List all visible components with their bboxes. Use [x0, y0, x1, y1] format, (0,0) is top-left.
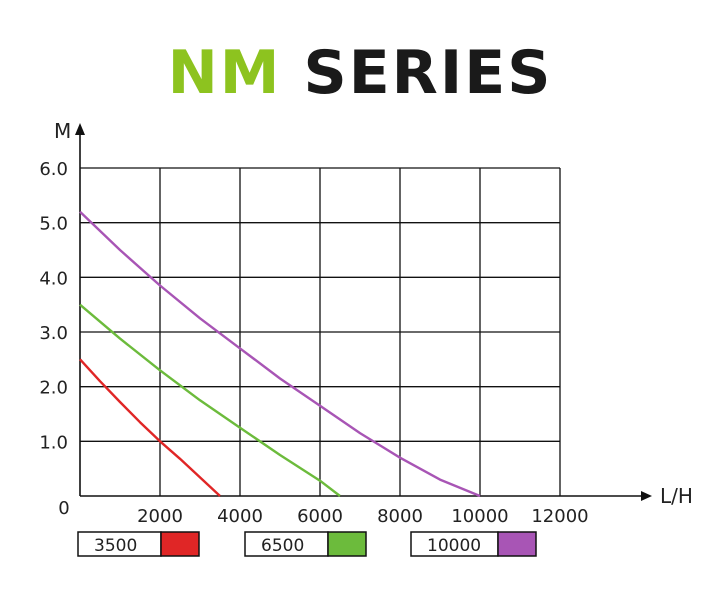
title-part2: SERIES — [303, 38, 553, 108]
x-tick-label: 10000 — [451, 506, 508, 527]
legend-box-6500 — [244, 531, 329, 557]
legend-box-3500 — [77, 531, 162, 557]
x-tick-label: 12000 — [531, 506, 588, 527]
legend-swatch-6500 — [327, 531, 367, 557]
origin-tick-label: 0 — [58, 498, 69, 519]
y-axis-label: M — [54, 119, 71, 143]
series-line-3500 — [79, 358, 221, 497]
legend-label-6500: 6500 — [261, 536, 304, 556]
x-tick-label: 6000 — [297, 506, 343, 527]
chart-title: NM SERIES — [0, 38, 720, 108]
legend-swatch-10000 — [497, 531, 537, 557]
y-tick-label: 6.0 — [39, 159, 68, 180]
legend-label-10000: 10000 — [427, 536, 481, 556]
legend-swatch-3500 — [160, 531, 200, 557]
y-tick-label: 1.0 — [39, 432, 68, 453]
y-tick-label: 2.0 — [39, 378, 68, 399]
x-axis-arrow — [641, 491, 652, 501]
y-tick-label: 4.0 — [39, 268, 68, 289]
y-tick-label: 5.0 — [39, 214, 68, 235]
x-tick-label: 4000 — [217, 506, 263, 527]
y-axis-arrow — [75, 123, 85, 135]
series-line-6500 — [79, 303, 341, 497]
y-tick-label: 3.0 — [39, 323, 68, 344]
x-tick-label: 2000 — [137, 506, 183, 527]
series-line-10000 — [79, 210, 481, 498]
legend-box-10000 — [410, 531, 499, 557]
legend-label-3500: 3500 — [94, 536, 137, 556]
x-axis-label: L/H — [660, 484, 693, 508]
x-tick-label: 8000 — [377, 506, 423, 527]
title-part1: NM — [167, 38, 282, 108]
